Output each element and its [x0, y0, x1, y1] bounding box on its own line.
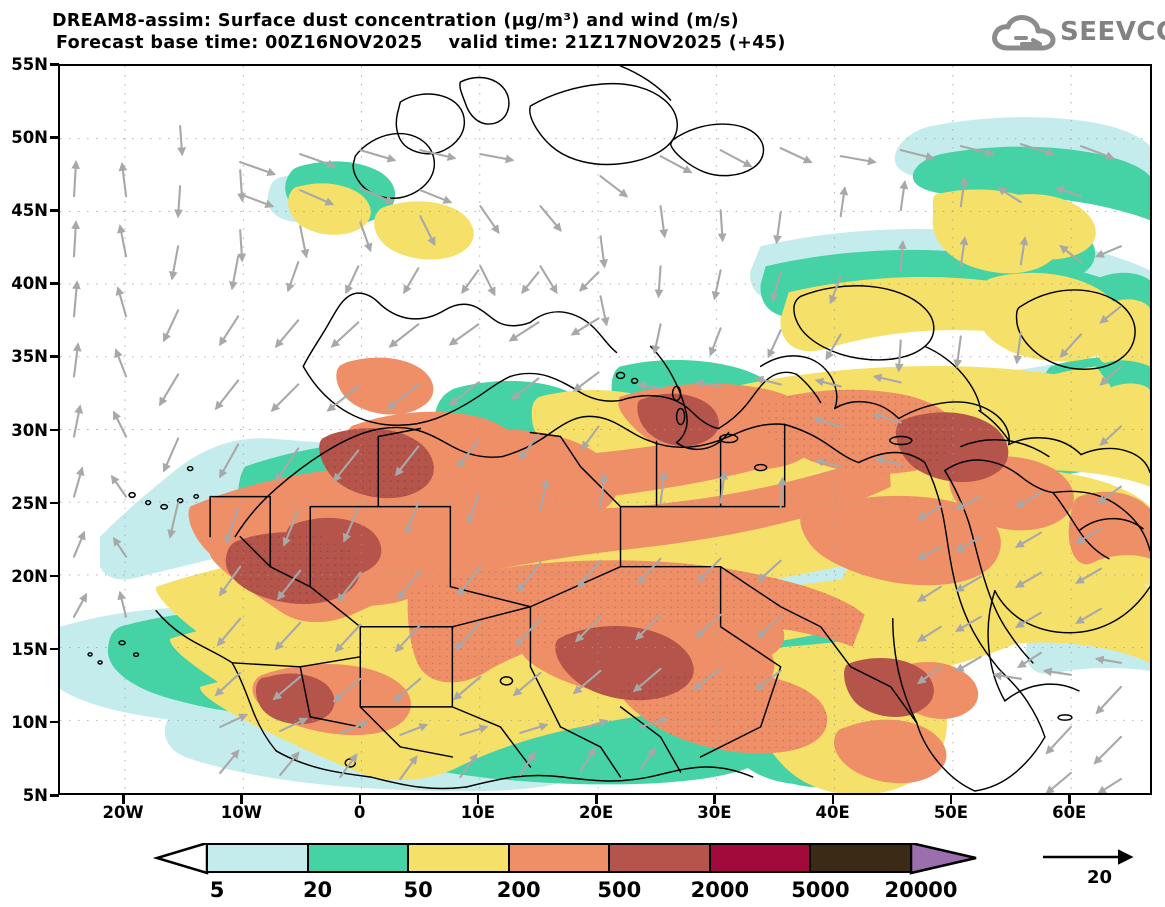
x-tick-label: 40E — [815, 803, 850, 822]
colorbar-tick-label: 2000 — [690, 878, 750, 902]
y-tick-mark — [50, 282, 59, 285]
x-tick-mark — [1068, 795, 1071, 804]
colorbar-tick-label: 500 — [597, 878, 642, 902]
x-tick-label: 50E — [933, 803, 969, 822]
colorbar-high-arrow — [909, 843, 977, 875]
y-tick-label: 15N — [11, 639, 48, 659]
page-subtitle: Forecast base time: 00Z16NOV2025 valid t… — [56, 33, 786, 53]
x-tick-label: 10W — [220, 803, 262, 822]
coastlines-and-borders — [87, 66, 1150, 792]
x-tick-label: 10E — [460, 803, 495, 822]
y-tick-mark — [50, 720, 59, 724]
colorbar-tick-label: 20 — [302, 878, 333, 902]
y-tick-mark — [50, 209, 59, 212]
y-tick-mark — [50, 63, 59, 66]
y-tick-label: 55N — [11, 55, 48, 74]
y-tick-label: 30N — [11, 420, 48, 440]
y-tick-mark — [50, 501, 59, 505]
colorbar-cell — [609, 843, 710, 873]
y-tick-mark — [50, 574, 59, 578]
y-tick-mark — [50, 428, 59, 431]
wind-arrow-icon — [1043, 849, 1134, 865]
x-tick-mark — [240, 795, 243, 804]
colorbar-cell — [207, 843, 308, 873]
y-tick-label: 20N — [11, 566, 48, 586]
y-tick-label: 35N — [11, 347, 48, 367]
x-tick-mark — [476, 795, 480, 804]
colorbar-low-arrow — [152, 843, 209, 875]
colorbar-tick-label: 200 — [496, 878, 541, 902]
colorbar-cell — [307, 843, 409, 873]
x-tick-mark — [595, 795, 598, 804]
title-block: DREAM8-assim: Surface dust concentration… — [52, 10, 786, 54]
y-tick-mark — [50, 355, 59, 358]
x-tick-label: 20E — [579, 803, 614, 822]
wind-scale-label: 20 — [1087, 867, 1113, 888]
y-tick-mark — [50, 794, 59, 797]
y-tick-label: 5N — [22, 786, 48, 805]
x-tick-mark — [831, 795, 835, 804]
cloud-icon — [992, 15, 1056, 51]
colorbar-tick-label: 5000 — [791, 878, 850, 902]
wind-scale-key: 20 — [1035, 845, 1155, 891]
colorbar-arrow-ends — [152, 843, 977, 875]
x-tick-label: 0 — [353, 803, 366, 822]
colorbar-cell — [709, 843, 811, 873]
y-tick-label: 40N — [11, 274, 48, 294]
x-tick-mark — [713, 795, 716, 804]
logo-text: SEEVCCC — [1060, 17, 1165, 47]
colorbar-cell — [508, 843, 610, 873]
header: DREAM8-assim: Surface dust concentration… — [0, 0, 1165, 62]
x-tick-label: 30E — [697, 803, 732, 822]
colorbar-cell — [810, 843, 911, 873]
map-plot-area[interactable] — [58, 64, 1152, 795]
x-tick-label: 20W — [102, 803, 144, 822]
y-tick-mark — [50, 647, 59, 651]
seevccc-logo: SEEVCCC — [992, 12, 1165, 56]
colorbar: 5 20 50 200 500 2000 5000 20000 20 — [0, 835, 1165, 907]
y-tick-label: 45N — [11, 201, 48, 221]
x-tick-mark — [122, 795, 125, 804]
y-tick-label: 25N — [11, 493, 48, 513]
page-title: DREAM8-assim: Surface dust concentration… — [52, 11, 740, 31]
colorbar-tick-label: 50 — [403, 878, 433, 902]
y-tick-label: 50N — [11, 128, 48, 148]
colorbar-tick-label: 20000 — [884, 878, 958, 902]
y-tick-label: 10N — [11, 712, 48, 732]
x-tick-mark — [949, 795, 953, 804]
colorbar-tick-label: 5 — [209, 878, 225, 902]
colorbar-cell — [408, 843, 509, 873]
y-tick-mark — [50, 136, 59, 139]
x-tick-mark — [358, 795, 362, 804]
dust-concentration-map — [60, 66, 1150, 793]
colorbar-cells: 5 20 50 200 500 2000 5000 20000 — [207, 843, 958, 902]
x-tick-label: 60E — [1052, 803, 1087, 822]
wind-vectors — [71, 125, 1123, 793]
